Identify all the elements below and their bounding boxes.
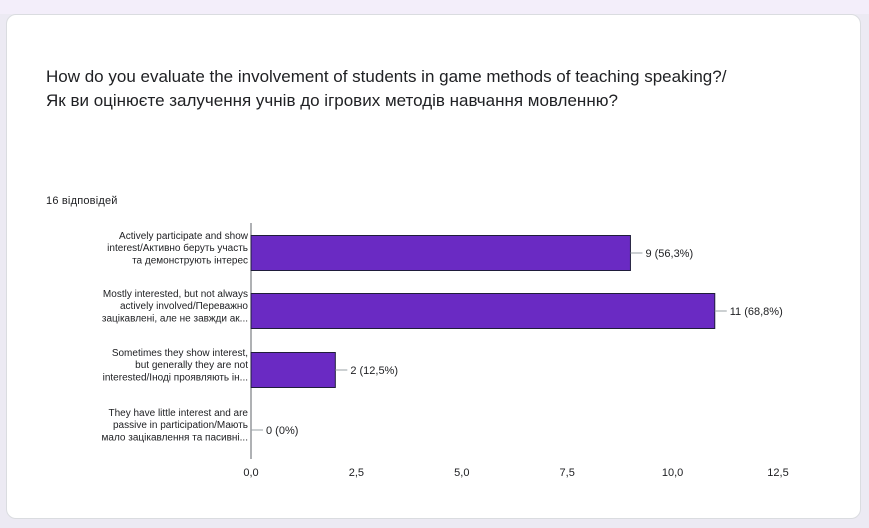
category-label-4: They have little interest and are passive… — [102, 408, 249, 443]
category-label-1: Actively participate and show interest/Ак… — [107, 231, 249, 266]
x-axis-tick-label-1: 0,0 — [243, 467, 258, 479]
data-label-2: 11 (68,8%) — [730, 306, 783, 318]
data-label-3: 2 (12,5%) — [350, 365, 398, 377]
category-label-line: мало зацікавлення та пасивні... — [102, 432, 248, 443]
x-axis-tick-label-2: 2,5 — [349, 467, 364, 479]
response-summary-card: How do you evaluate the involvement of s… — [6, 14, 861, 519]
bar-2 — [250, 293, 716, 329]
x-axis-tick-label-3: 5,0 — [454, 467, 469, 479]
category-label-2: Mostly interested, but not always activel… — [102, 289, 249, 324]
bar-3 — [250, 352, 336, 388]
category-label-line: They have little interest and are — [108, 408, 248, 419]
category-label-line: interest/Активно беруть участь — [107, 242, 248, 254]
category-label-line: Mostly interested, but not always — [103, 289, 248, 300]
category-label-line: та демонструють інтерес — [132, 255, 248, 266]
category-label-line: passive in participation/Мають — [113, 420, 248, 431]
category-label-line: Actively participate and show — [119, 231, 249, 242]
chart-plot-area: Actively participate and show interest/Ак… — [102, 223, 789, 479]
x-axis-tick-label-6: 12,5 — [767, 467, 788, 479]
category-label-line: interested/Іноді проявляють ін... — [103, 372, 248, 383]
page-top-strip — [0, 0, 869, 14]
x-axis-tick-label-5: 10,0 — [662, 467, 683, 479]
category-label-3: Sometimes they show interest, but general… — [103, 348, 249, 383]
category-label-line: Sometimes they show interest, — [112, 348, 248, 359]
data-label-4: 0 (0%) — [266, 425, 298, 437]
category-label-line: but generally they are not — [135, 360, 248, 371]
category-label-line: зацікавлені, але не завжди ак... — [102, 313, 248, 324]
question-title: How do you evaluate the involvement of s… — [46, 67, 727, 110]
data-label-1: 9 (56,3%) — [645, 248, 693, 260]
response-count: 16 відповідей — [46, 195, 118, 207]
x-axis-tick-label-4: 7,5 — [560, 467, 575, 479]
category-label-line: actively involved/Переважно — [120, 301, 248, 312]
bar-1 — [250, 235, 631, 271]
horizontal-bar-chart: Actively participate and show interest/Ак… — [102, 223, 789, 479]
